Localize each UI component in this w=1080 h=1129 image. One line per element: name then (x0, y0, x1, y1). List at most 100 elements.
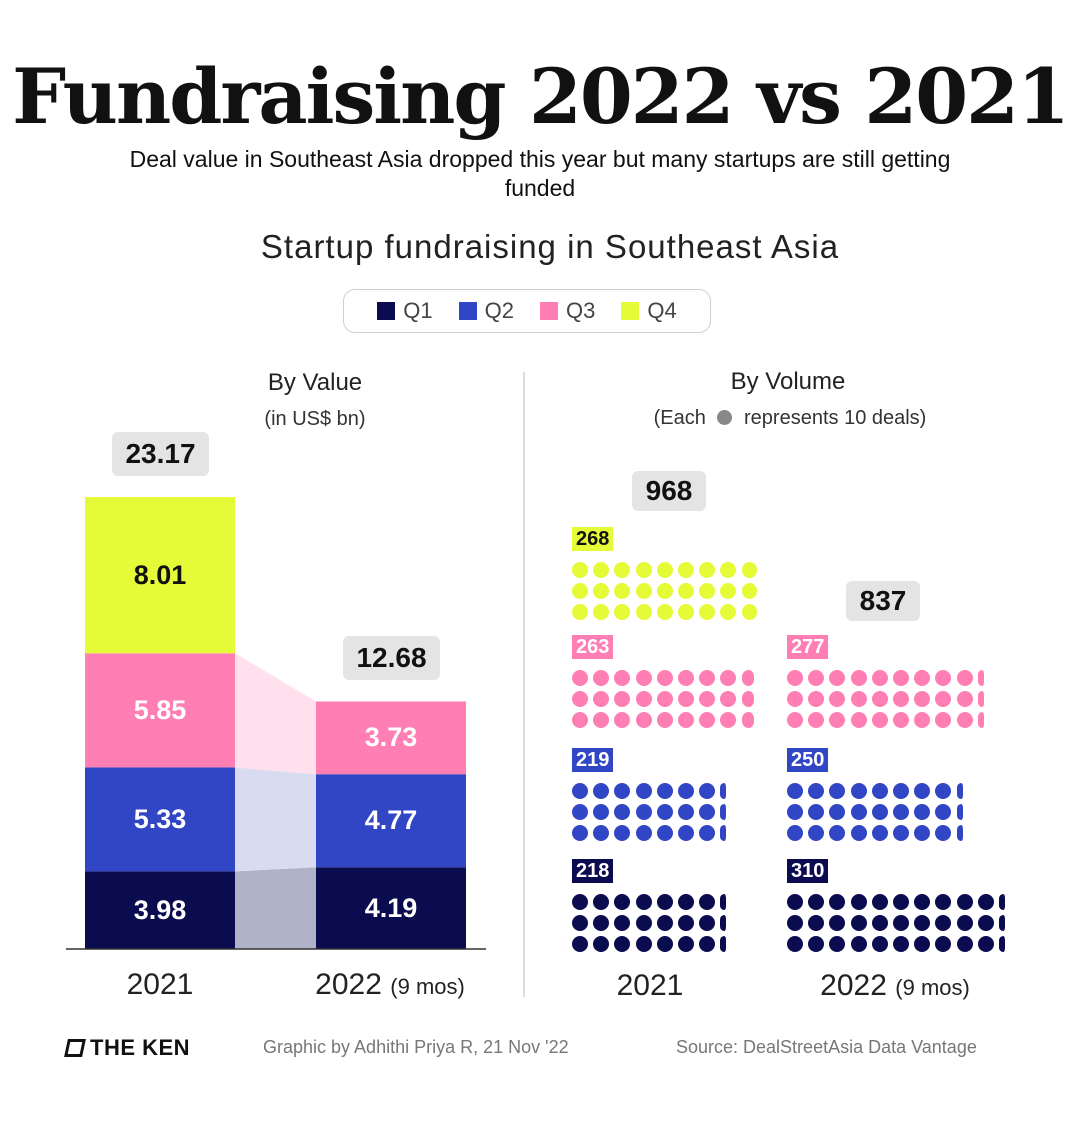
volume-dot-q1-1 (787, 894, 803, 910)
volume-dot-q2-0 (572, 804, 588, 821)
volume-dot-q4-0 (635, 604, 652, 621)
bar-segment-q1-0 (85, 871, 235, 949)
volume-count-badge-q3-1: 277 (787, 635, 829, 659)
volume-dot-q3-1 (850, 691, 867, 708)
volume-dot-q3-0 (656, 691, 673, 708)
volume-dot-q2-0 (656, 825, 673, 842)
volume-dot-q4-0 (614, 562, 631, 578)
volume-dot-q3-1 (871, 712, 888, 729)
volume-dot-q2-1 (914, 804, 931, 821)
volume-dot-q4-0 (699, 583, 716, 600)
legend-label: Q4 (647, 298, 677, 323)
volume-dot-q1-0 (635, 936, 652, 953)
volume-dot-q1-1 (977, 915, 994, 932)
volume-dot-q1-1 (871, 915, 888, 932)
volume-dot-q2-1 (956, 804, 963, 821)
volume-dot-q2-0 (572, 825, 588, 842)
volume-dot-q4-0 (741, 604, 757, 621)
volume-dot-q4-0 (741, 562, 757, 578)
volume-dot-q3-1 (829, 670, 846, 686)
value-label-q1-0: 3.98 (133, 894, 187, 925)
connector-q2 (235, 767, 316, 872)
volume-dot-q4-0 (678, 562, 694, 578)
volume-dot-q3-0 (699, 691, 716, 708)
credit-text: Graphic by Adhithi Priya R, 21 Nov '22 (263, 1037, 569, 1057)
volume-dot-q3-1 (787, 712, 803, 729)
volume-dot-q2-0 (678, 825, 694, 842)
volume-dot-q3-0 (678, 670, 694, 686)
volume-dot-q1-1 (787, 915, 803, 932)
volume-dot-q1-0 (635, 894, 652, 910)
volume-dot-q2-0 (593, 825, 610, 842)
volume-dot-q4-0 (720, 562, 737, 578)
volume-dot-q1-0 (678, 915, 694, 932)
volume-dot-q2-0 (614, 825, 631, 842)
volume-dot-q2-0 (699, 783, 716, 799)
volume-dot-q1-1 (850, 894, 867, 910)
volume-dot-q2-0 (656, 783, 673, 799)
volume-dot-q2-0 (572, 783, 588, 799)
volume-dot-q1-1 (787, 936, 803, 953)
value-total-badge-1: 12.68 (343, 636, 440, 681)
value-label-q1-1: 4.19 (364, 892, 418, 923)
legend-item-q3: Q3 (540, 298, 595, 324)
volume-dot-q2-0 (699, 804, 716, 821)
bar-segment-q2-1 (316, 774, 466, 868)
volume-dot-q2-1 (787, 825, 803, 842)
bar-segment-q1-1 (316, 867, 466, 949)
volume-dot-q4-0 (614, 583, 631, 600)
dot-symbol-icon (717, 410, 733, 425)
volume-dot-q1-0 (572, 915, 588, 932)
value-label-q2-1: 4.77 (364, 805, 418, 836)
volume-count-badge-q1-1: 310 (787, 859, 829, 883)
volume-dot-q1-1 (956, 915, 973, 932)
volume-dot-q3-1 (808, 691, 825, 708)
legend-swatch (540, 302, 558, 320)
volume-dot-q3-1 (893, 712, 909, 729)
volume-dot-q2-0 (593, 804, 610, 821)
page-title: Fundraising 2022 vs 2021 (12, 52, 1070, 141)
volume-dot-q3-0 (720, 691, 737, 708)
volume-dot-q3-0 (572, 670, 588, 686)
volume-dot-q1-1 (829, 915, 846, 932)
volume-dot-q1-0 (720, 894, 727, 910)
volume-dot-q1-0 (699, 936, 716, 953)
value-label-q3-0: 5.85 (133, 694, 187, 725)
volume-dot-q3-0 (635, 670, 652, 686)
volume-count-badge-q4-0: 268 (572, 527, 614, 551)
volume-dot-q3-0 (741, 691, 754, 708)
volume-dot-q3-1 (914, 670, 931, 686)
volume-dot-q4-0 (572, 583, 588, 600)
volume-dot-q1-1 (935, 915, 952, 932)
volume-dot-q4-0 (678, 583, 694, 600)
volume-dot-q3-0 (593, 712, 610, 729)
volume-dot-q2-0 (614, 783, 631, 799)
volume-dot-q2-1 (956, 783, 963, 799)
volume-dot-q2-0 (720, 825, 727, 842)
volume-dot-q3-1 (914, 712, 931, 729)
volume-count-badge-q1-0: 218 (572, 859, 614, 883)
volume-dot-q1-0 (614, 894, 631, 910)
brand-logo[interactable]: THE KEN (64, 1035, 190, 1061)
source-text: Source: DealStreetAsia Data Vantage (676, 1037, 977, 1057)
legend-swatch (621, 302, 640, 320)
volume-dot-q3-0 (699, 670, 716, 686)
volume-dot-q1-1 (808, 915, 825, 932)
volume-dot-q2-1 (871, 783, 888, 799)
volume-dot-q4-0 (656, 583, 673, 600)
page-subtitle: Deal value in Southeast Asia dropped thi… (129, 146, 951, 201)
volume-dot-q3-1 (935, 670, 952, 686)
volume-dot-q3-1 (871, 670, 888, 686)
volume-dot-q2-1 (829, 804, 846, 821)
volume-dot-q1-0 (720, 915, 727, 932)
connector-q1 (235, 867, 316, 949)
value-label-q3-1: 3.73 (364, 722, 418, 753)
volume-dot-q1-0 (614, 915, 631, 932)
volume-dot-q4-0 (635, 562, 652, 578)
volume-dot-q1-1 (850, 915, 867, 932)
volume-dot-q4-0 (720, 604, 737, 621)
legend-swatch (458, 302, 477, 320)
volume-dot-q2-1 (893, 825, 909, 842)
volume-dot-q3-0 (678, 691, 694, 708)
bar-segment-q3-1 (316, 701, 466, 775)
